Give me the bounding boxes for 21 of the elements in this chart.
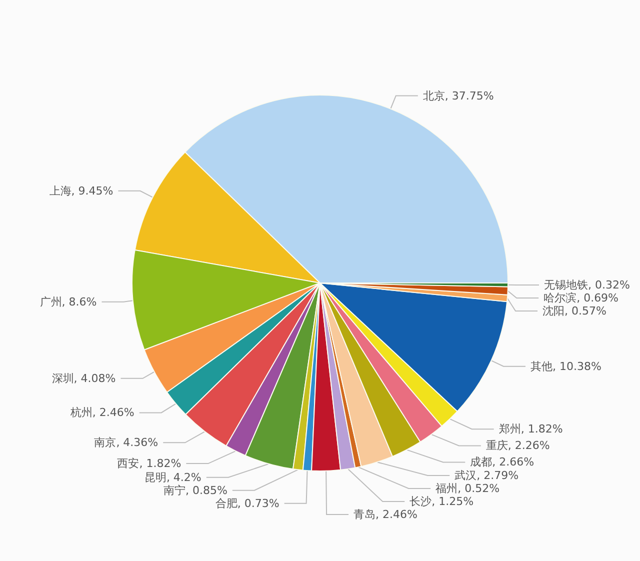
slice-label: 长沙, 1.25%: [410, 494, 474, 508]
slice-label: 昆明, 4.2%: [144, 470, 202, 484]
slice-label: 其他, 10.38%: [530, 360, 602, 373]
slice-label: 杭州, 2.46%: [69, 406, 134, 420]
slice-label: 深圳, 4.08%: [52, 372, 116, 385]
slice-label: 广州, 8.6%: [40, 295, 97, 308]
slice-label: 北京, 37.75%: [422, 89, 494, 102]
slice-label: 青岛, 2.46%: [354, 508, 418, 521]
slice-label: 武汉, 2.79%: [454, 468, 519, 482]
slice-label: 郑州, 1.82%: [498, 422, 563, 436]
slice-label: 南宁, 0.85%: [163, 484, 228, 497]
slice-label: 重庆, 2.26%: [486, 439, 550, 452]
slice-label: 合肥, 0.73%: [215, 496, 280, 510]
slice-label: 南京, 4.36%: [94, 436, 158, 450]
slice-label: 成都, 2.66%: [470, 456, 534, 469]
slice-label: 无锡地铁, 0.32%: [544, 278, 630, 292]
slice-label: 哈尔滨, 0.69%: [544, 292, 619, 305]
slice-label: 沈阳, 0.57%: [542, 304, 606, 318]
slice-label: 上海, 9.45%: [49, 184, 114, 198]
slice-label: 西安, 1.82%: [117, 457, 182, 470]
slice-label: 福州, 0.52%: [436, 482, 500, 495]
